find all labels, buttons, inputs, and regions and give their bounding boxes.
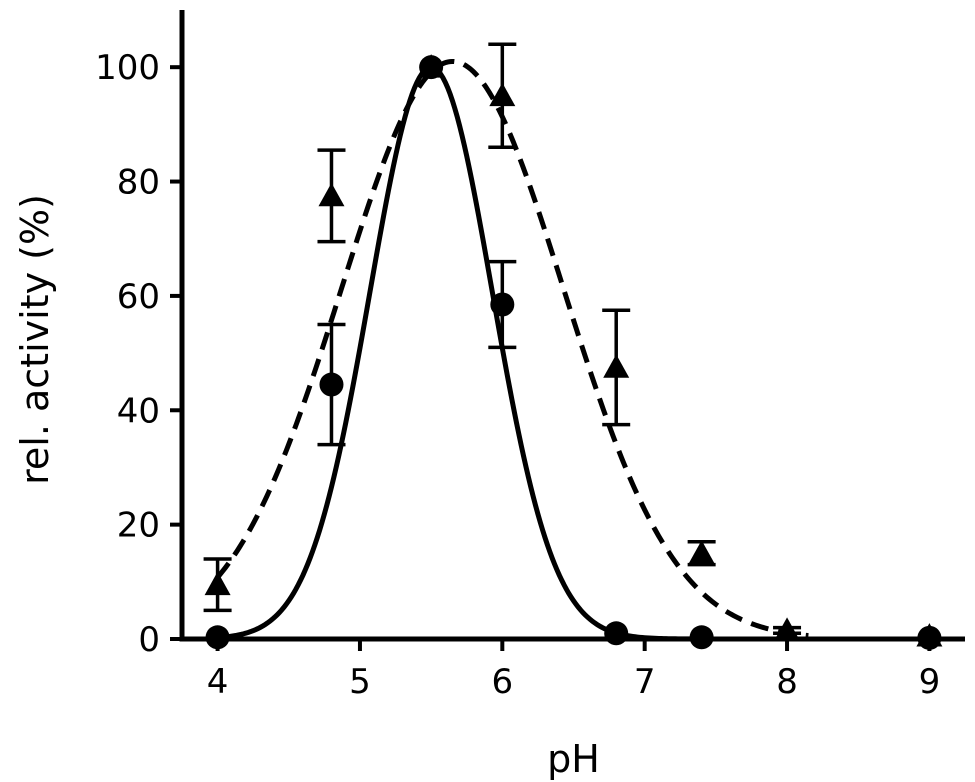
y-tick-label: 20: [117, 506, 160, 546]
triangle-marker: [204, 571, 231, 596]
y-tick-label: 100: [95, 48, 160, 88]
x-axis-title: pH: [547, 737, 600, 781]
data-markers: [204, 54, 943, 650]
y-tick-label: 0: [138, 620, 160, 660]
fit-curve-series-2: [215, 58, 809, 639]
triangle-marker: [318, 182, 345, 207]
x-tick-label: 6: [491, 662, 513, 702]
circle-marker: [604, 621, 629, 646]
triangle-marker: [418, 54, 445, 78]
x-tick-label: 7: [634, 662, 656, 702]
circle-marker: [490, 292, 515, 317]
triangle-marker: [774, 617, 801, 641]
fit-curves: [215, 58, 930, 642]
x-tick-label: 8: [776, 662, 798, 702]
axes: [179, 10, 965, 642]
y-axis-title: rel. activity (%): [13, 194, 57, 485]
x-ticks: 4 5 6 7 8 9: [207, 639, 940, 702]
error-bars: [203, 42, 802, 636]
y-tick-label: 40: [117, 391, 160, 431]
x-tick-label: 5: [349, 662, 371, 702]
triangle-marker: [688, 540, 715, 564]
y-ticks: 0 20 40 60 80 100: [95, 48, 182, 660]
fit-curve-series-1: [217, 64, 930, 642]
y-tick-label: 80: [117, 163, 160, 203]
x-tick-label: 9: [919, 662, 941, 702]
triangle-marker: [489, 82, 516, 107]
y-tick-label: 60: [117, 277, 160, 317]
circle-marker: [319, 372, 344, 397]
x-tick-label: 4: [207, 662, 229, 702]
triangle-marker: [603, 354, 630, 378]
